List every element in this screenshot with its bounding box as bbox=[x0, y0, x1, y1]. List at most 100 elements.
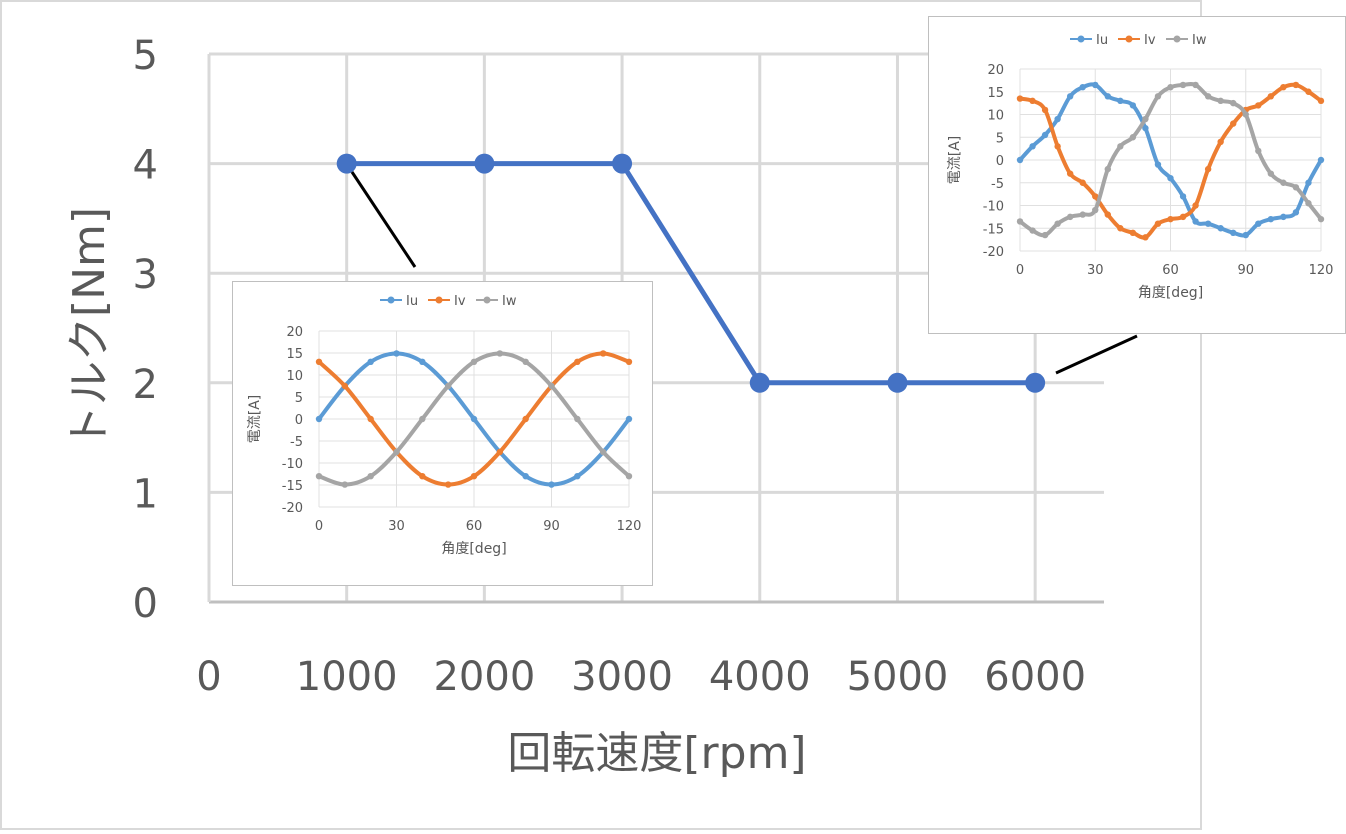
inset-series-point bbox=[1242, 231, 1249, 239]
inset-series-point bbox=[1066, 170, 1074, 177]
inset-y-tick-label: -10 bbox=[983, 200, 1004, 215]
axes bbox=[207, 54, 1104, 604]
inset-series-iu bbox=[1016, 81, 1325, 239]
legend-entry: Iv bbox=[454, 294, 466, 309]
torque-line bbox=[346, 161, 1036, 386]
inset-series-point bbox=[1016, 218, 1024, 225]
x-tick-label: 1000 bbox=[296, 654, 398, 700]
torque-point bbox=[749, 372, 770, 393]
inset-series-point bbox=[1041, 131, 1049, 139]
inset-series-point bbox=[1016, 95, 1024, 102]
inset-y-tick-label: -20 bbox=[282, 501, 303, 516]
inset-series-point bbox=[1129, 134, 1137, 141]
inset-series-iw bbox=[1016, 81, 1325, 239]
inset-series-point bbox=[1204, 165, 1212, 173]
inset-series-point bbox=[1092, 81, 1099, 89]
inset-series-point bbox=[625, 358, 633, 365]
legend-entry: Iw bbox=[502, 294, 517, 309]
x-tick-label: 3000 bbox=[571, 654, 673, 700]
inset-y-tick-label: 15 bbox=[286, 347, 303, 362]
inset-series-point bbox=[1029, 227, 1036, 234]
inset-chart-low-speed: 20 15 10 5 0 -5 -10 -15 -20 0 30 60 90 120 角度[deg] 電流[A… bbox=[232, 281, 653, 586]
inset-series-point bbox=[1117, 225, 1124, 232]
inset-series-point bbox=[1267, 170, 1275, 177]
inset-series-point bbox=[1041, 231, 1049, 239]
inset-series-point bbox=[1142, 115, 1149, 123]
inset-series-point bbox=[1317, 97, 1325, 105]
inset-series-point bbox=[522, 473, 529, 480]
inset-series-point bbox=[1054, 143, 1061, 150]
inset-series-point bbox=[1104, 211, 1111, 218]
inset-series-point bbox=[1054, 115, 1061, 123]
torque-point bbox=[474, 153, 495, 174]
inset-series-point bbox=[1305, 88, 1312, 95]
inset-y-axis-label: 電流[A] bbox=[247, 395, 263, 444]
inset-low-plot: 20 15 10 5 0 -5 -10 -15 -20 0 30 60 90 120 角度[deg] 電流[A… bbox=[247, 294, 641, 557]
inset-series-point bbox=[1280, 84, 1287, 91]
inset-series-point bbox=[1305, 200, 1312, 207]
inset-series-point bbox=[1217, 225, 1224, 232]
legend-swatch-marker bbox=[387, 296, 395, 304]
inset-series-point bbox=[1255, 102, 1262, 109]
inset-series-point bbox=[315, 415, 323, 423]
inset-series-point bbox=[1167, 215, 1174, 223]
inset-series-point bbox=[1230, 99, 1237, 107]
inset-high-plot: 20 15 10 5 0 -5 -10 -15 -20 0 30 60 90 120 角度[deg] 電流[A… bbox=[947, 33, 1334, 301]
inset-y-tick-label: 10 bbox=[987, 109, 1004, 124]
inset-y-tick-label: 0 bbox=[295, 413, 303, 428]
inset-series-point bbox=[393, 448, 400, 456]
inset-x-tick-label: 0 bbox=[315, 519, 323, 534]
inset-series-point bbox=[1066, 93, 1074, 100]
inset-series-point bbox=[1267, 215, 1275, 223]
inset-series-point bbox=[1066, 213, 1074, 221]
callout-line-low bbox=[350, 171, 417, 268]
inset-series-point bbox=[341, 382, 349, 390]
inset-gridlines bbox=[1019, 68, 1322, 252]
inset-series-point bbox=[599, 350, 607, 357]
y-tick-label: 4 bbox=[133, 143, 158, 189]
inset-x-axis-label: 角度[deg] bbox=[1138, 285, 1203, 301]
inset-series-point bbox=[1305, 179, 1312, 186]
inset-series-point bbox=[1092, 193, 1099, 200]
inset-series-point bbox=[1104, 165, 1111, 173]
inset-series-point bbox=[1230, 120, 1237, 127]
x-tick-label: 6000 bbox=[984, 654, 1086, 700]
inset-series-point bbox=[1317, 156, 1325, 164]
inset-y-tick-label: -10 bbox=[282, 457, 303, 472]
inset-x-tick-label: 30 bbox=[1087, 263, 1104, 278]
torque-point bbox=[612, 153, 633, 174]
inset-series-point bbox=[341, 481, 349, 488]
x-tick-label: 0 bbox=[196, 654, 221, 700]
inset-series-point bbox=[548, 481, 555, 488]
inset-legend: Iu Iv Iw bbox=[1070, 33, 1207, 48]
x-tick-label: 2000 bbox=[433, 654, 535, 700]
legend-swatch-marker bbox=[1173, 35, 1181, 43]
inset-y-tick-label: 10 bbox=[286, 369, 303, 384]
inset-series-point bbox=[470, 473, 478, 480]
inset-series-iw bbox=[315, 350, 633, 488]
inset-series-point bbox=[625, 473, 633, 480]
inset-y-tick-label: -5 bbox=[290, 435, 303, 450]
x-tick-label: 4000 bbox=[709, 654, 811, 700]
y-axis-label: トルク[Nm] bbox=[64, 207, 115, 449]
inset-series-point bbox=[1092, 206, 1099, 214]
inset-series-point bbox=[419, 415, 426, 423]
legend-swatch-marker bbox=[1125, 35, 1133, 43]
inset-series-point bbox=[1204, 220, 1212, 227]
inset-series-point bbox=[1142, 124, 1149, 132]
inset-series-point bbox=[1292, 184, 1300, 191]
inset-series-point bbox=[1280, 213, 1287, 221]
inset-series-point bbox=[393, 350, 400, 357]
inset-x-tick-label: 0 bbox=[1016, 263, 1024, 278]
inset-x-tick-label: 120 bbox=[1309, 263, 1334, 278]
inset-series-point bbox=[522, 415, 529, 423]
legend-swatch-marker bbox=[1077, 35, 1085, 43]
inset-series-point bbox=[1179, 193, 1187, 200]
inset-x-axis-label: 角度[deg] bbox=[441, 541, 506, 557]
inset-series-point bbox=[367, 358, 374, 365]
inset-x-tick-label: 90 bbox=[1237, 263, 1254, 278]
inset-series-point bbox=[548, 382, 555, 390]
y-tick-label: 3 bbox=[133, 252, 158, 298]
inset-y-tick-label: -15 bbox=[282, 479, 303, 494]
